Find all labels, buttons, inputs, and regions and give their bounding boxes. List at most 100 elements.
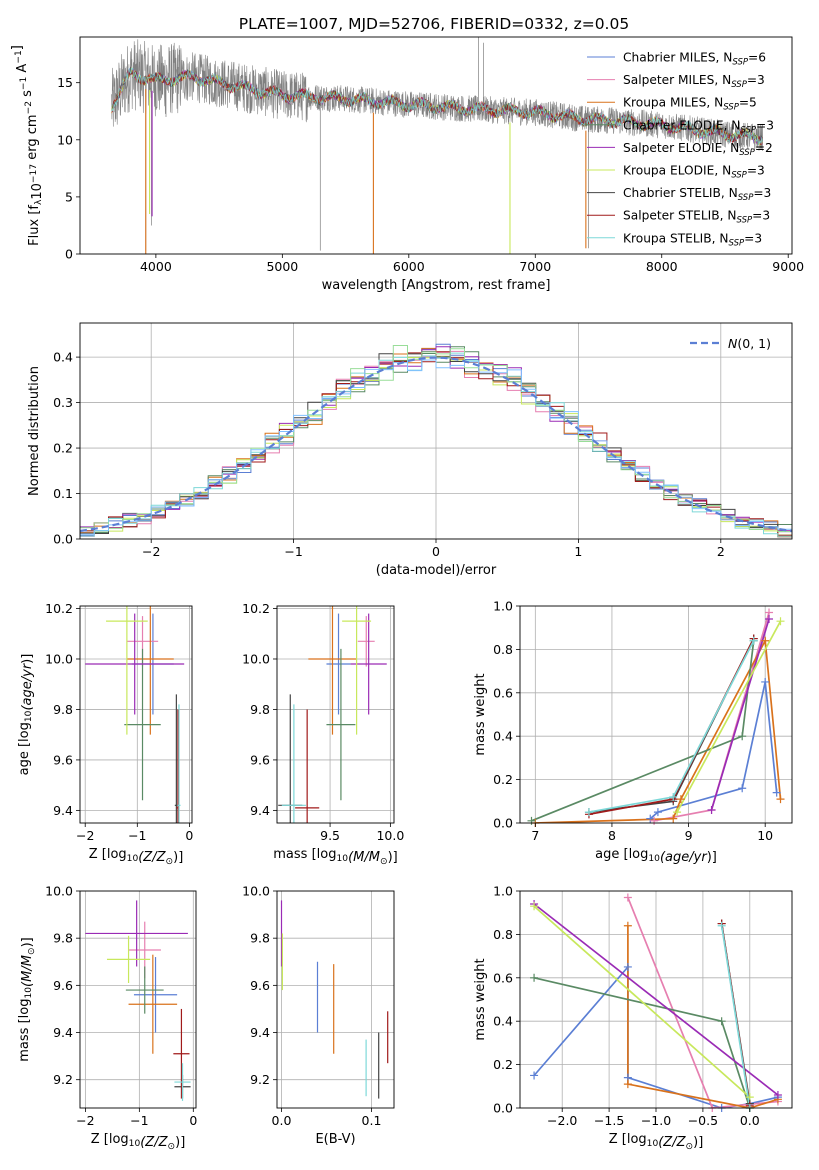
- x-tick-label: 0.1: [362, 1113, 382, 1128]
- x-tick-label: −2: [76, 828, 94, 843]
- y-tick-label: 9.4: [250, 1025, 270, 1040]
- weight-marker: [530, 902, 539, 911]
- weight-marker: [765, 615, 774, 624]
- weight-marker: [584, 808, 593, 817]
- y-tick-label: 15: [57, 75, 73, 90]
- axes-frame: [519, 605, 793, 824]
- x-tick-label: 2: [717, 544, 725, 559]
- y-tick-label: 9.4: [53, 1025, 73, 1040]
- panel-weight_vs_Z: −2.0 −1.5 −1.0 −0.5 0.0 0.0 0.2 0.4 0.6 0.8 1.0 Z […: [473, 884, 793, 1152]
- legend-label: Chabrier MILES, NSSP=6: [623, 51, 766, 68]
- legend-label: Chabrier STELIB, NSSP=3: [623, 186, 771, 203]
- x-tick-label: −1.5: [594, 1113, 624, 1128]
- axes-frame: [79, 890, 197, 1109]
- legend-label: N(0, 1): [728, 336, 771, 351]
- x-tick-label: 9000: [772, 259, 804, 274]
- x-tick-label: 0.0: [740, 1113, 760, 1128]
- legend-label: Salpeter ELODIE, NSSP=2: [623, 141, 773, 158]
- weight-line: [676, 620, 782, 813]
- y-tick-label: 10.0: [45, 884, 73, 899]
- panel-mass_vs_Z: −2 −1 0 9.2 9.4 9.6 9.8 10.0 Z [log10(Z/Z⊙)] mass…: [17, 884, 197, 1153]
- panel-mass_vs_EBV: 0.0 0.1 9.2 9.4 9.6 9.8 10.0 E(B-V): [242, 884, 395, 1147]
- legend-label: Salpeter STELIB, NSSP=3: [623, 209, 770, 226]
- y-tick-label: 9.6: [53, 978, 73, 993]
- y-tick-label: 0.4: [493, 729, 513, 744]
- weight-line: [710, 618, 770, 811]
- y-tick-label: 9.4: [250, 803, 270, 818]
- y-tick-label: 10.2: [242, 601, 270, 616]
- x-tick-label: −2: [142, 544, 160, 559]
- weight-marker: [676, 795, 685, 804]
- y-tick-label: 0.2: [493, 772, 513, 787]
- y-tick-label: 10.0: [242, 651, 270, 666]
- x-tick-label: 7000: [519, 259, 551, 274]
- y-tick-label: 0.0: [53, 532, 73, 547]
- weight-marker: [717, 1017, 726, 1026]
- y-tick-label: 0.6: [493, 970, 513, 985]
- weight-line: [627, 925, 779, 1108]
- panel-age_vs_Z: −2 −1 0 9.4 9.6 9.8 10.0 10.2 Z [log10(Z/Z⊙)] age…: [17, 601, 193, 867]
- weight-line: [533, 905, 751, 1098]
- weight-marker: [776, 795, 785, 804]
- legend-label: Chabrier ELODIE, NSSP=3: [623, 118, 774, 135]
- weight-marker: [530, 973, 539, 982]
- axes-frame: [79, 605, 193, 824]
- y-tick-label: 9.8: [250, 702, 270, 717]
- weight-marker: [738, 732, 747, 741]
- weight-marker: [623, 921, 632, 930]
- legend-label: Salpeter MILES, NSSP=3: [623, 73, 765, 90]
- x-tick-label: −2.0: [547, 1113, 577, 1128]
- x-tick-label: −2: [76, 1113, 94, 1128]
- x-tick-label: 10.0: [376, 828, 404, 843]
- x-tick-label: 9.5: [320, 828, 340, 843]
- y-tick-label: 9.6: [53, 752, 73, 767]
- y-tick-label: 1.0: [493, 884, 513, 899]
- mass_vs_EBV-plot-area: [277, 891, 394, 1108]
- weight-marker: [738, 784, 747, 793]
- weight-marker: [773, 1090, 782, 1099]
- x-tick-label: −1: [284, 544, 302, 559]
- y-tick-label: 10.0: [45, 651, 73, 666]
- x-tick-label: 4000: [140, 259, 172, 274]
- weight-marker: [653, 808, 662, 817]
- x-tick-label: 5000: [266, 259, 298, 274]
- y-tick-label: 0.1: [53, 486, 73, 501]
- y-tick-label: 9.8: [53, 702, 73, 717]
- y-tick-label: 9.8: [250, 931, 270, 946]
- y-tick-label: 9.6: [250, 752, 270, 767]
- legend-label: Kroupa MILES, NSSP=5: [623, 96, 757, 113]
- y-tick-label: 0.0: [493, 1101, 513, 1116]
- x-axis-label: Z [log10(Z/Z⊙)]: [609, 1132, 704, 1152]
- y-tick-label: 0.2: [53, 441, 73, 456]
- x-tick-label: 1: [574, 544, 582, 559]
- y-tick-label: 10.0: [242, 884, 270, 899]
- y-tick-label: 0.2: [493, 1057, 513, 1072]
- mass_vs_Z-plot-area: [80, 891, 196, 1108]
- x-tick-label: 8: [608, 828, 616, 843]
- weight-marker: [761, 677, 770, 686]
- spectrum-plot-area: [111, 37, 764, 254]
- weight-line: [627, 897, 778, 1108]
- x-tick-label: −1: [128, 828, 146, 843]
- y-tick-label: 9.2: [53, 1072, 73, 1087]
- weight-marker: [623, 962, 632, 971]
- panel-spectrum: 4000 5000 6000 7000 8000 9000 0 5 10 15 wavelength…: [10, 36, 804, 293]
- y-axis-label: Normed distribution: [27, 366, 42, 496]
- x-tick-label: 0: [189, 1113, 197, 1128]
- x-axis-label: (data-model)/error: [376, 563, 497, 578]
- y-tick-label: 0.4: [493, 1014, 513, 1029]
- y-tick-label: 0: [65, 247, 73, 262]
- weight-marker: [669, 814, 678, 823]
- axes-frame: [276, 605, 395, 824]
- y-tick-label: 0.8: [493, 927, 513, 942]
- data-spectrum-line: [111, 39, 763, 152]
- weight-marker: [761, 636, 770, 645]
- y-tick-label: 0.0: [493, 816, 513, 831]
- y-tick-label: 10.2: [45, 601, 73, 616]
- x-tick-label: 0: [432, 544, 440, 559]
- panel-age_vs_mass: 9.5 10.0 9.4 9.6 9.8 10.0 10.2 mass [log10(M/M⊙…: [242, 601, 404, 867]
- legend-label: Kroupa ELODIE, NSSP=3: [623, 164, 765, 181]
- panels-layer: 4000 5000 6000 7000 8000 9000051015wavelength…: [10, 36, 804, 1153]
- weight-marker: [717, 921, 726, 930]
